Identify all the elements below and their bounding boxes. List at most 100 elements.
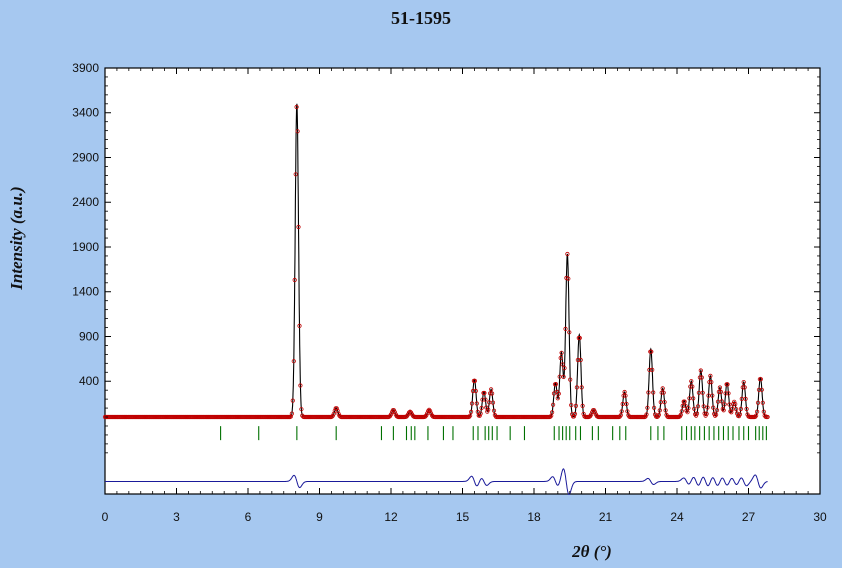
observed-point (714, 408, 720, 413)
observed-point (474, 401, 479, 406)
observed-point (710, 393, 715, 398)
y-tick-label: 1900 (72, 240, 99, 254)
observed-point (725, 382, 730, 387)
observed-point (295, 129, 300, 134)
observed-point (704, 411, 709, 416)
observed-point (733, 401, 738, 407)
observed-point (557, 374, 562, 379)
observed-point (491, 408, 497, 413)
observed-point (490, 400, 496, 405)
observed-point (708, 373, 713, 378)
observed-point (555, 396, 560, 401)
observed-point (568, 377, 573, 382)
observed-point (701, 404, 706, 409)
observed-point (646, 390, 651, 395)
observed-point (469, 401, 475, 406)
observed-point (755, 400, 761, 405)
y-tick-label: 900 (79, 329, 99, 343)
observed-point (760, 400, 765, 405)
observed-point (744, 406, 749, 412)
observed-point (699, 375, 704, 380)
observed-point (702, 411, 707, 416)
y-tick-label: 1400 (72, 285, 99, 299)
observed-point (756, 387, 762, 392)
observed-point (589, 412, 594, 417)
observed-point (688, 384, 693, 389)
observed-point (563, 326, 568, 331)
x-tick-label: 9 (316, 510, 323, 524)
observed-point (572, 411, 578, 417)
observed-point (423, 414, 428, 419)
observed-point (424, 413, 429, 418)
observed-point (289, 411, 294, 416)
observed-point (700, 390, 705, 395)
y-tick-label: 2400 (72, 195, 99, 209)
observed-points (102, 104, 770, 420)
observed-point (743, 396, 748, 401)
observed-point (625, 409, 630, 414)
observed-point (579, 385, 584, 390)
ticks-layer: 0 3 6 9 12 15 18 21 24 27 30 400 900 1400 1900 2400 2900… (72, 61, 827, 524)
observed-point (624, 401, 629, 407)
observed-point (580, 403, 585, 408)
x-tick-label: 21 (599, 510, 613, 524)
observed-point (693, 413, 699, 418)
bragg-reflections (220, 426, 767, 441)
observed-point (294, 104, 299, 110)
observed-point (680, 403, 685, 408)
observed-point (715, 399, 721, 404)
observed-point (549, 410, 555, 415)
observed-point (483, 397, 488, 402)
observed-point (643, 414, 648, 419)
observed-point (573, 403, 579, 408)
observed-point (759, 387, 764, 392)
observed-point (425, 411, 430, 416)
observed-point (428, 411, 434, 416)
observed-point (662, 399, 667, 405)
observed-point (556, 391, 561, 396)
observed-point (718, 389, 724, 394)
observed-point (553, 381, 559, 387)
observed-point (477, 413, 482, 418)
observed-point (581, 411, 586, 417)
observed-point (565, 251, 570, 257)
observed-point (467, 413, 473, 418)
observed-point (569, 402, 574, 408)
observed-point (742, 385, 747, 390)
observed-point (678, 412, 683, 417)
observed-point (685, 410, 690, 415)
observed-point (647, 367, 652, 372)
observed-point (690, 384, 695, 389)
observed-point (336, 411, 341, 416)
observed-point (567, 330, 572, 335)
observed-point (561, 374, 566, 379)
observed-point (298, 383, 303, 388)
observed-point (292, 277, 297, 283)
x-tick-label: 15 (456, 510, 470, 524)
observed-point (392, 409, 397, 415)
observed-point (566, 276, 571, 281)
observed-point (482, 390, 487, 396)
observed-point (621, 393, 626, 398)
observed-point (550, 402, 556, 407)
observed-point (592, 409, 598, 415)
observed-point (737, 412, 743, 417)
observed-point (727, 402, 732, 407)
observed-point (723, 391, 728, 396)
observed-point (623, 393, 628, 398)
x-tick-label: 30 (813, 510, 827, 524)
observed-point (290, 398, 295, 403)
x-tick-label: 12 (384, 510, 398, 524)
observed-point (712, 413, 718, 418)
x-tick-label: 3 (173, 510, 180, 524)
observed-point (330, 413, 335, 418)
observed-point (711, 405, 716, 410)
observed-point (467, 414, 472, 419)
observed-point (577, 335, 582, 341)
observed-point (679, 409, 684, 414)
observed-point (682, 399, 687, 404)
observed-point (741, 379, 746, 385)
observed-point (694, 411, 700, 416)
observed-point (299, 407, 304, 412)
